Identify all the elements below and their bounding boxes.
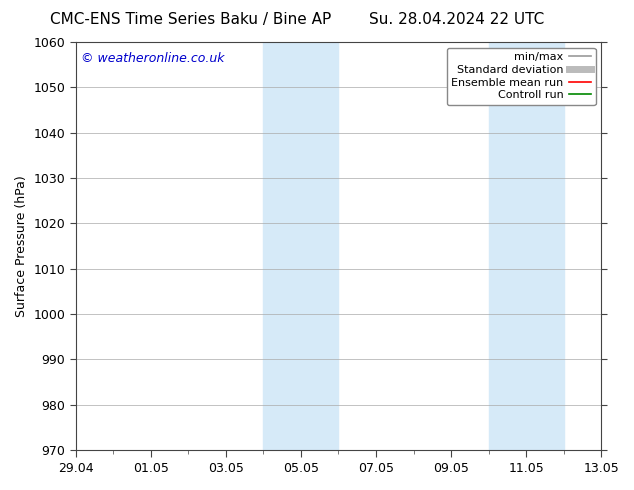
Bar — [264, 42, 339, 450]
Bar — [489, 42, 564, 450]
Y-axis label: Surface Pressure (hPa): Surface Pressure (hPa) — [15, 175, 28, 317]
Text: CMC-ENS Time Series Baku / Bine AP: CMC-ENS Time Series Baku / Bine AP — [49, 12, 331, 27]
Legend: min/max, Standard deviation, Ensemble mean run, Controll run: min/max, Standard deviation, Ensemble me… — [446, 48, 595, 105]
Text: © weatheronline.co.uk: © weatheronline.co.uk — [81, 52, 224, 65]
Text: Su. 28.04.2024 22 UTC: Su. 28.04.2024 22 UTC — [369, 12, 544, 27]
